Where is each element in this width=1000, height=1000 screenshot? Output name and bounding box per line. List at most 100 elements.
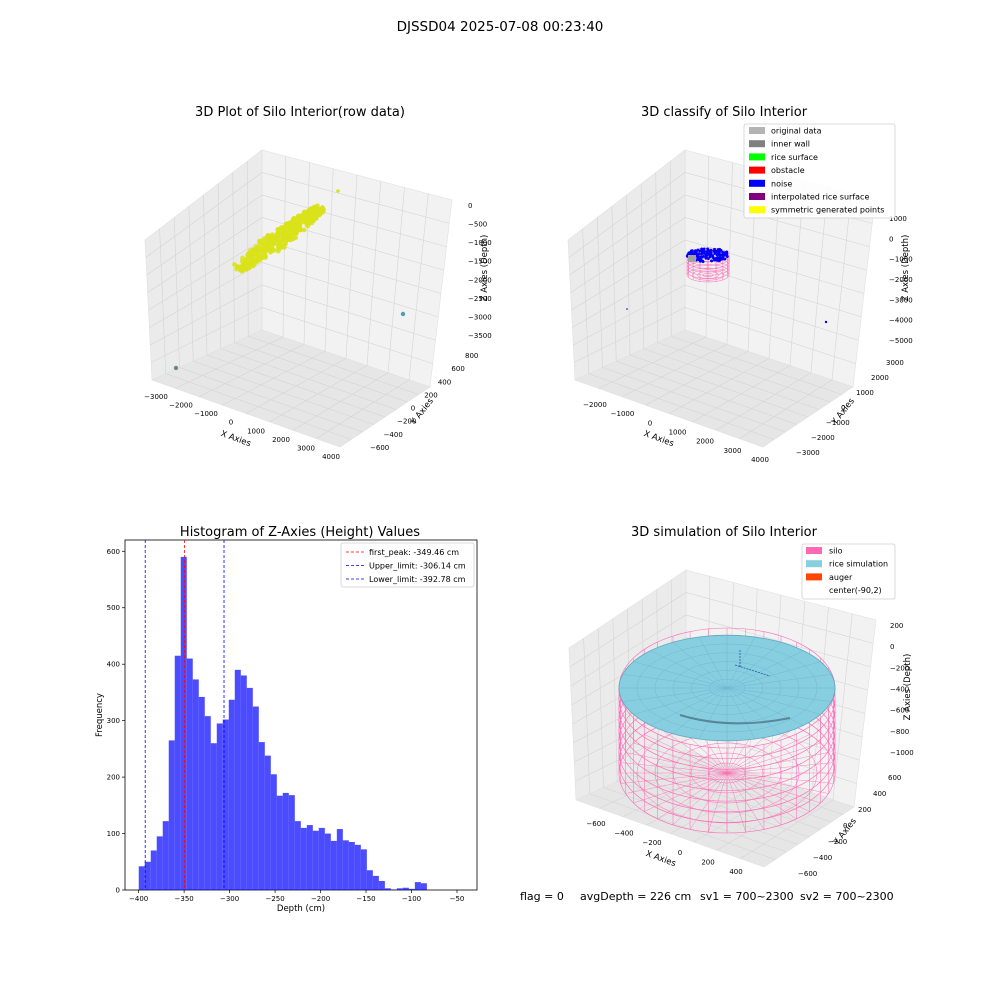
noise-point xyxy=(711,255,715,259)
histogram-bar xyxy=(276,795,283,890)
noise-point xyxy=(702,250,706,253)
panel4-z-tick: 200 xyxy=(890,622,903,630)
gridline xyxy=(645,168,757,406)
noise-point xyxy=(697,252,701,256)
histogram-bar xyxy=(402,887,409,890)
panel1-z-tick: −1000 xyxy=(468,239,492,247)
legend-label: first_peak: -349.46 cm xyxy=(369,548,459,557)
panel-raw-data: 3D Plot of Silo Interior(row data) −3000… xyxy=(144,105,492,461)
rice-mesh-spoke xyxy=(726,687,821,715)
auger-marker xyxy=(734,664,771,677)
panel-classify: 3D classify of Silo Interior −2000 −1000 0… xyxy=(567,105,913,464)
histogram-bar xyxy=(252,706,259,890)
panel2-zlabel: Z Axies (Depth) xyxy=(901,235,911,302)
legend-label: symmetric generated points xyxy=(771,206,884,215)
panel3-title: Histogram of Z-Axies (Height) Values xyxy=(180,525,420,540)
noise-point xyxy=(693,249,697,253)
gridline xyxy=(629,354,809,418)
raw-point xyxy=(267,240,273,246)
legend-swatch xyxy=(806,560,822,568)
rice-mesh-spoke xyxy=(726,687,804,726)
panel2-y-tick: 1000 xyxy=(856,389,874,397)
raw-point xyxy=(281,244,287,250)
raw-point xyxy=(260,254,266,260)
gridline xyxy=(316,193,429,439)
panel4-x-tick: 200 xyxy=(701,858,714,866)
histogram-legend: first_peak: -349.46 cm Upper_limit: -306.… xyxy=(340,542,475,588)
rice-mesh-spoke xyxy=(726,636,756,689)
raw-point xyxy=(291,216,297,221)
histogram-bar xyxy=(318,827,325,890)
histogram-bar xyxy=(180,556,187,890)
rice-mesh-spoke xyxy=(633,687,728,715)
histogram-bar xyxy=(390,889,397,890)
gridline xyxy=(232,172,235,343)
raw-point xyxy=(309,216,315,222)
silo-floor-ring xyxy=(690,752,764,794)
histogram-bar xyxy=(216,723,223,890)
rice-mesh-spoke xyxy=(726,642,782,689)
noise-point xyxy=(709,248,713,252)
panel1-y-tick: −200 xyxy=(397,418,416,426)
panel4-y-tick: 600 xyxy=(888,774,901,782)
histogram-bar xyxy=(198,696,205,890)
raw-point xyxy=(284,229,289,235)
legend-swatch xyxy=(749,127,765,134)
noise-point xyxy=(705,252,709,256)
raw-point xyxy=(276,239,282,245)
histogram-bar xyxy=(294,821,301,890)
panel1-y-tick: −600 xyxy=(370,444,389,452)
gridline xyxy=(147,217,444,293)
panel2-x-tick: 0 xyxy=(648,419,652,427)
raw-point xyxy=(281,236,287,242)
gridline xyxy=(657,342,831,403)
raw-point xyxy=(232,262,237,267)
legend-label: silo xyxy=(829,547,843,556)
legend-label: auger xyxy=(829,573,853,582)
histogram-bar xyxy=(300,827,307,890)
gridline xyxy=(245,174,358,414)
raw-point xyxy=(298,227,304,233)
gridline xyxy=(220,348,397,410)
noise-point xyxy=(718,254,722,257)
x-tick-label: −150 xyxy=(356,895,375,903)
rice-mesh-spoke xyxy=(633,661,728,689)
gridline xyxy=(570,217,867,293)
panel1-z-ticks: 0 −500 −1000 −1500 −2000 −2500 −3000 −3500 xyxy=(468,202,492,340)
histogram-xlabel: Depth (cm) xyxy=(277,904,325,914)
gridline xyxy=(671,335,842,395)
noise-point xyxy=(700,252,703,256)
x-tick-label: −350 xyxy=(175,895,194,903)
panel2-y-tick: 3000 xyxy=(886,359,904,367)
histogram-bars xyxy=(138,556,427,890)
legend-swatch xyxy=(806,573,822,581)
rice-mesh-spoke xyxy=(698,636,728,689)
panel4-x-tick: 400 xyxy=(729,868,742,876)
raw-point xyxy=(306,221,312,227)
histogram-bar xyxy=(396,888,403,890)
panel1-zlabel: Z Axies (Depth) xyxy=(480,235,490,302)
panel-simulation: 3D simulation of Silo Interior −600−400−… xyxy=(568,525,914,878)
panel1-z-tick: −3500 xyxy=(468,332,492,340)
panel4-x-ticks: −600 −400 −200 0 200 400 xyxy=(586,820,742,876)
rice-mesh-spoke xyxy=(726,674,832,689)
histogram-bar xyxy=(228,699,235,890)
panel1-y-tick: −400 xyxy=(384,431,403,439)
histogram-bar xyxy=(138,866,145,890)
panel4-z-ticks: 200 0 −200 −400 −600 −800 −1000 xyxy=(890,622,914,757)
gridline xyxy=(571,239,865,311)
panel4-z-tick: −400 xyxy=(890,686,909,694)
histogram-bar xyxy=(174,655,181,890)
panel1-x-tick: −3000 xyxy=(144,393,168,401)
rice-mesh-spoke xyxy=(672,687,728,734)
panel2-x-ticks: −2000 −1000 0 1000 2000 3000 4000 xyxy=(583,401,769,464)
rice-mesh-spoke xyxy=(650,650,728,689)
noise-point xyxy=(719,248,723,252)
panel4-z-tick: −600 xyxy=(890,707,909,715)
rice-mesh-spoke xyxy=(650,687,728,726)
histogram-bar xyxy=(420,883,427,890)
histogram-bar xyxy=(258,742,265,890)
gridline xyxy=(569,592,874,668)
x-tick-label: −250 xyxy=(265,895,284,903)
